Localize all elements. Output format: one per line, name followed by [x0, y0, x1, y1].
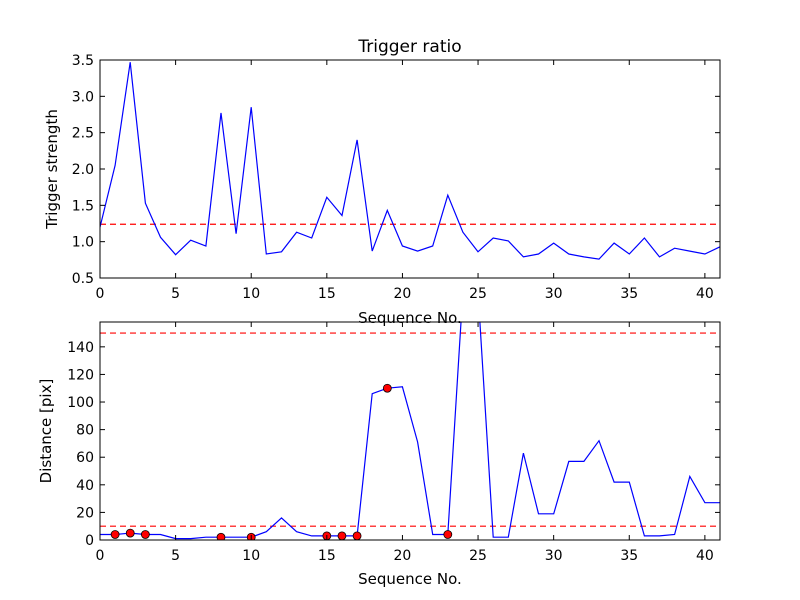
y-tick-label: 1.5 — [72, 198, 94, 214]
y-tick-label: 140 — [67, 340, 94, 356]
x-tick-label: 0 — [96, 548, 105, 564]
x-tick-label: 30 — [545, 548, 563, 564]
x-tick-label: 5 — [171, 548, 180, 564]
y-tick-label: 2.5 — [72, 126, 94, 142]
plot-area — [100, 322, 720, 540]
data-point — [216, 532, 226, 540]
x-tick-label: 10 — [242, 548, 260, 564]
data-point — [110, 530, 120, 539]
x-tick-label: 5 — [171, 286, 180, 302]
y-tick-label: 100 — [67, 395, 94, 411]
x-tick-label: 15 — [318, 548, 336, 564]
y-axis-label: Trigger strength — [43, 109, 61, 230]
x-tick-label: 10 — [242, 286, 260, 302]
series-line — [100, 322, 720, 540]
x-tick-label: 20 — [394, 286, 412, 302]
y-tick-label: 0 — [85, 533, 94, 549]
data-point — [140, 530, 150, 539]
axes-frame — [99, 321, 721, 541]
data-point — [443, 530, 453, 539]
data-point — [337, 531, 347, 540]
y-tick-label: 1.0 — [72, 235, 94, 251]
series-line — [100, 62, 720, 260]
y-axis-label: Distance [pix] — [37, 379, 55, 484]
x-tick-label: 35 — [620, 286, 638, 302]
chart-title: Trigger ratio — [357, 37, 461, 57]
axis-ticks: 0 5 10 15 20 25 30 35 40 0.5 1.0 1.5 2.0 2.5 3.0 3.5 — [72, 53, 720, 302]
x-tick-label: 25 — [469, 286, 487, 302]
y-tick-label: 2.0 — [72, 162, 94, 178]
x-tick-label: 40 — [696, 548, 714, 564]
data-point — [382, 383, 392, 393]
x-tick-label: 15 — [318, 286, 336, 302]
y-tick-label: 40 — [76, 478, 94, 494]
plot-area — [100, 62, 720, 260]
x-tick-label: 20 — [394, 548, 412, 564]
axes-frame — [99, 59, 721, 279]
y-tick-label: 3.0 — [72, 89, 94, 105]
data-point — [352, 531, 362, 540]
data-point — [125, 528, 135, 538]
y-tick-label: 80 — [76, 423, 94, 439]
y-tick-label: 0.5 — [72, 271, 94, 287]
x-tick-label: 30 — [545, 286, 563, 302]
y-tick-label: 60 — [76, 450, 94, 466]
axis-ticks: 0 5 10 15 20 25 30 35 40 0 20 40 60 80 100 120 140 — [67, 322, 720, 564]
y-tick-label: 3.5 — [72, 53, 94, 69]
x-tick-label: 0 — [96, 286, 105, 302]
x-tick-label: 25 — [469, 548, 487, 564]
x-tick-label: 40 — [696, 286, 714, 302]
x-axis-label: Sequence No. — [358, 309, 462, 327]
y-tick-label: 20 — [76, 505, 94, 521]
trigger-ratio-chart: Trigger ratio 0 5 10 15 20 25 30 35 40 0.5 1.0 1.5 2… — [43, 37, 721, 327]
x-tick-label: 35 — [620, 548, 638, 564]
distance-chart: 0 5 10 15 20 25 30 35 40 0 20 40 60 80 100 120 140 Seque… — [37, 321, 721, 588]
y-tick-label: 120 — [67, 367, 94, 383]
x-axis-label: Sequence No. — [358, 570, 462, 588]
